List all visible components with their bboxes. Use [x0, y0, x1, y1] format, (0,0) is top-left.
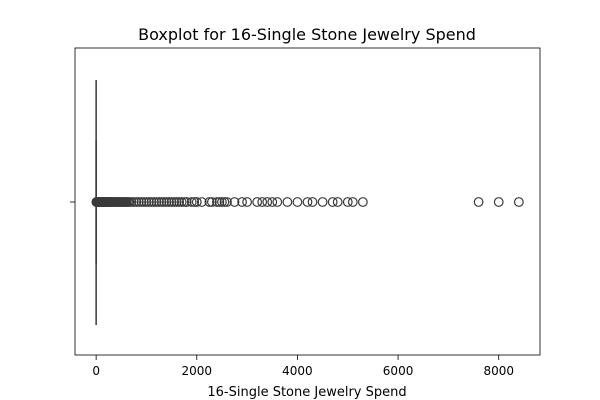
outlier-point	[317, 197, 328, 207]
outlier-point	[134, 197, 144, 207]
outlier-point	[347, 197, 358, 207]
outlier-point	[126, 197, 137, 207]
outlier-point	[179, 197, 190, 207]
outlier-point	[217, 197, 227, 207]
x-tick-label: 0	[92, 364, 100, 378]
outlier-point	[473, 197, 484, 207]
outlier-point	[513, 197, 524, 207]
x-tick-label: 2000	[182, 364, 213, 378]
outlier-point	[181, 197, 192, 207]
outlier-point	[242, 197, 253, 207]
outlier-point	[204, 197, 215, 207]
outlier-point	[357, 197, 368, 207]
outlier-point	[257, 197, 268, 207]
outlier-point	[262, 197, 273, 207]
x-axis-ticks: 0 2000 4000 6000 8000	[92, 355, 514, 378]
outlier-point	[164, 197, 175, 207]
outlier-point	[191, 197, 202, 207]
outlier-point	[493, 197, 504, 207]
outlier-point	[219, 197, 230, 207]
outlier-point	[237, 197, 247, 207]
outlier-point	[332, 197, 343, 207]
outlier-point	[292, 197, 303, 207]
outlier-point	[252, 197, 263, 207]
outlier-point	[149, 197, 159, 207]
outlier-point	[171, 197, 182, 207]
outlier-point	[272, 197, 283, 207]
outlier-point	[154, 197, 164, 207]
outlier-point	[151, 197, 162, 207]
outlier-point	[214, 197, 225, 207]
outlier-point	[282, 197, 293, 207]
outlier-point	[222, 197, 232, 207]
outlier-point	[302, 197, 313, 207]
outlier-point	[136, 197, 147, 207]
outlier-point	[156, 197, 167, 207]
x-tick-label: 4000	[282, 364, 313, 378]
outlier-point	[327, 197, 338, 207]
x-axis-label: 16-Single Stone Jewelry Spend	[207, 385, 406, 400]
plot-frame	[74, 47, 541, 356]
outliers	[91, 197, 524, 207]
x-tick-label: 8000	[483, 364, 514, 378]
outlier-point	[189, 197, 200, 207]
outlier-point	[131, 197, 142, 207]
chart-title: Boxplot for 16-Single Stone Jewelry Spen…	[138, 25, 476, 44]
x-tick-label: 6000	[383, 364, 414, 378]
outlier-point	[176, 197, 187, 207]
outlier-point	[161, 197, 172, 207]
outlier-point	[196, 197, 207, 207]
outlier-point	[159, 197, 169, 207]
outlier-point	[144, 197, 154, 207]
outlier-point	[342, 197, 353, 207]
outlier-point	[139, 197, 149, 207]
outlier-point	[169, 197, 180, 207]
outlier-point	[128, 197, 139, 207]
outlier-point	[267, 197, 278, 207]
outlier-point	[212, 197, 222, 207]
outlier-point	[206, 197, 217, 207]
outlier-point	[229, 197, 240, 207]
outlier-point	[174, 197, 185, 207]
outlier-point	[166, 197, 177, 207]
outlier-point	[307, 197, 318, 207]
outlier-point	[141, 197, 152, 207]
outlier-point	[146, 197, 157, 207]
outlier-point	[186, 197, 197, 207]
